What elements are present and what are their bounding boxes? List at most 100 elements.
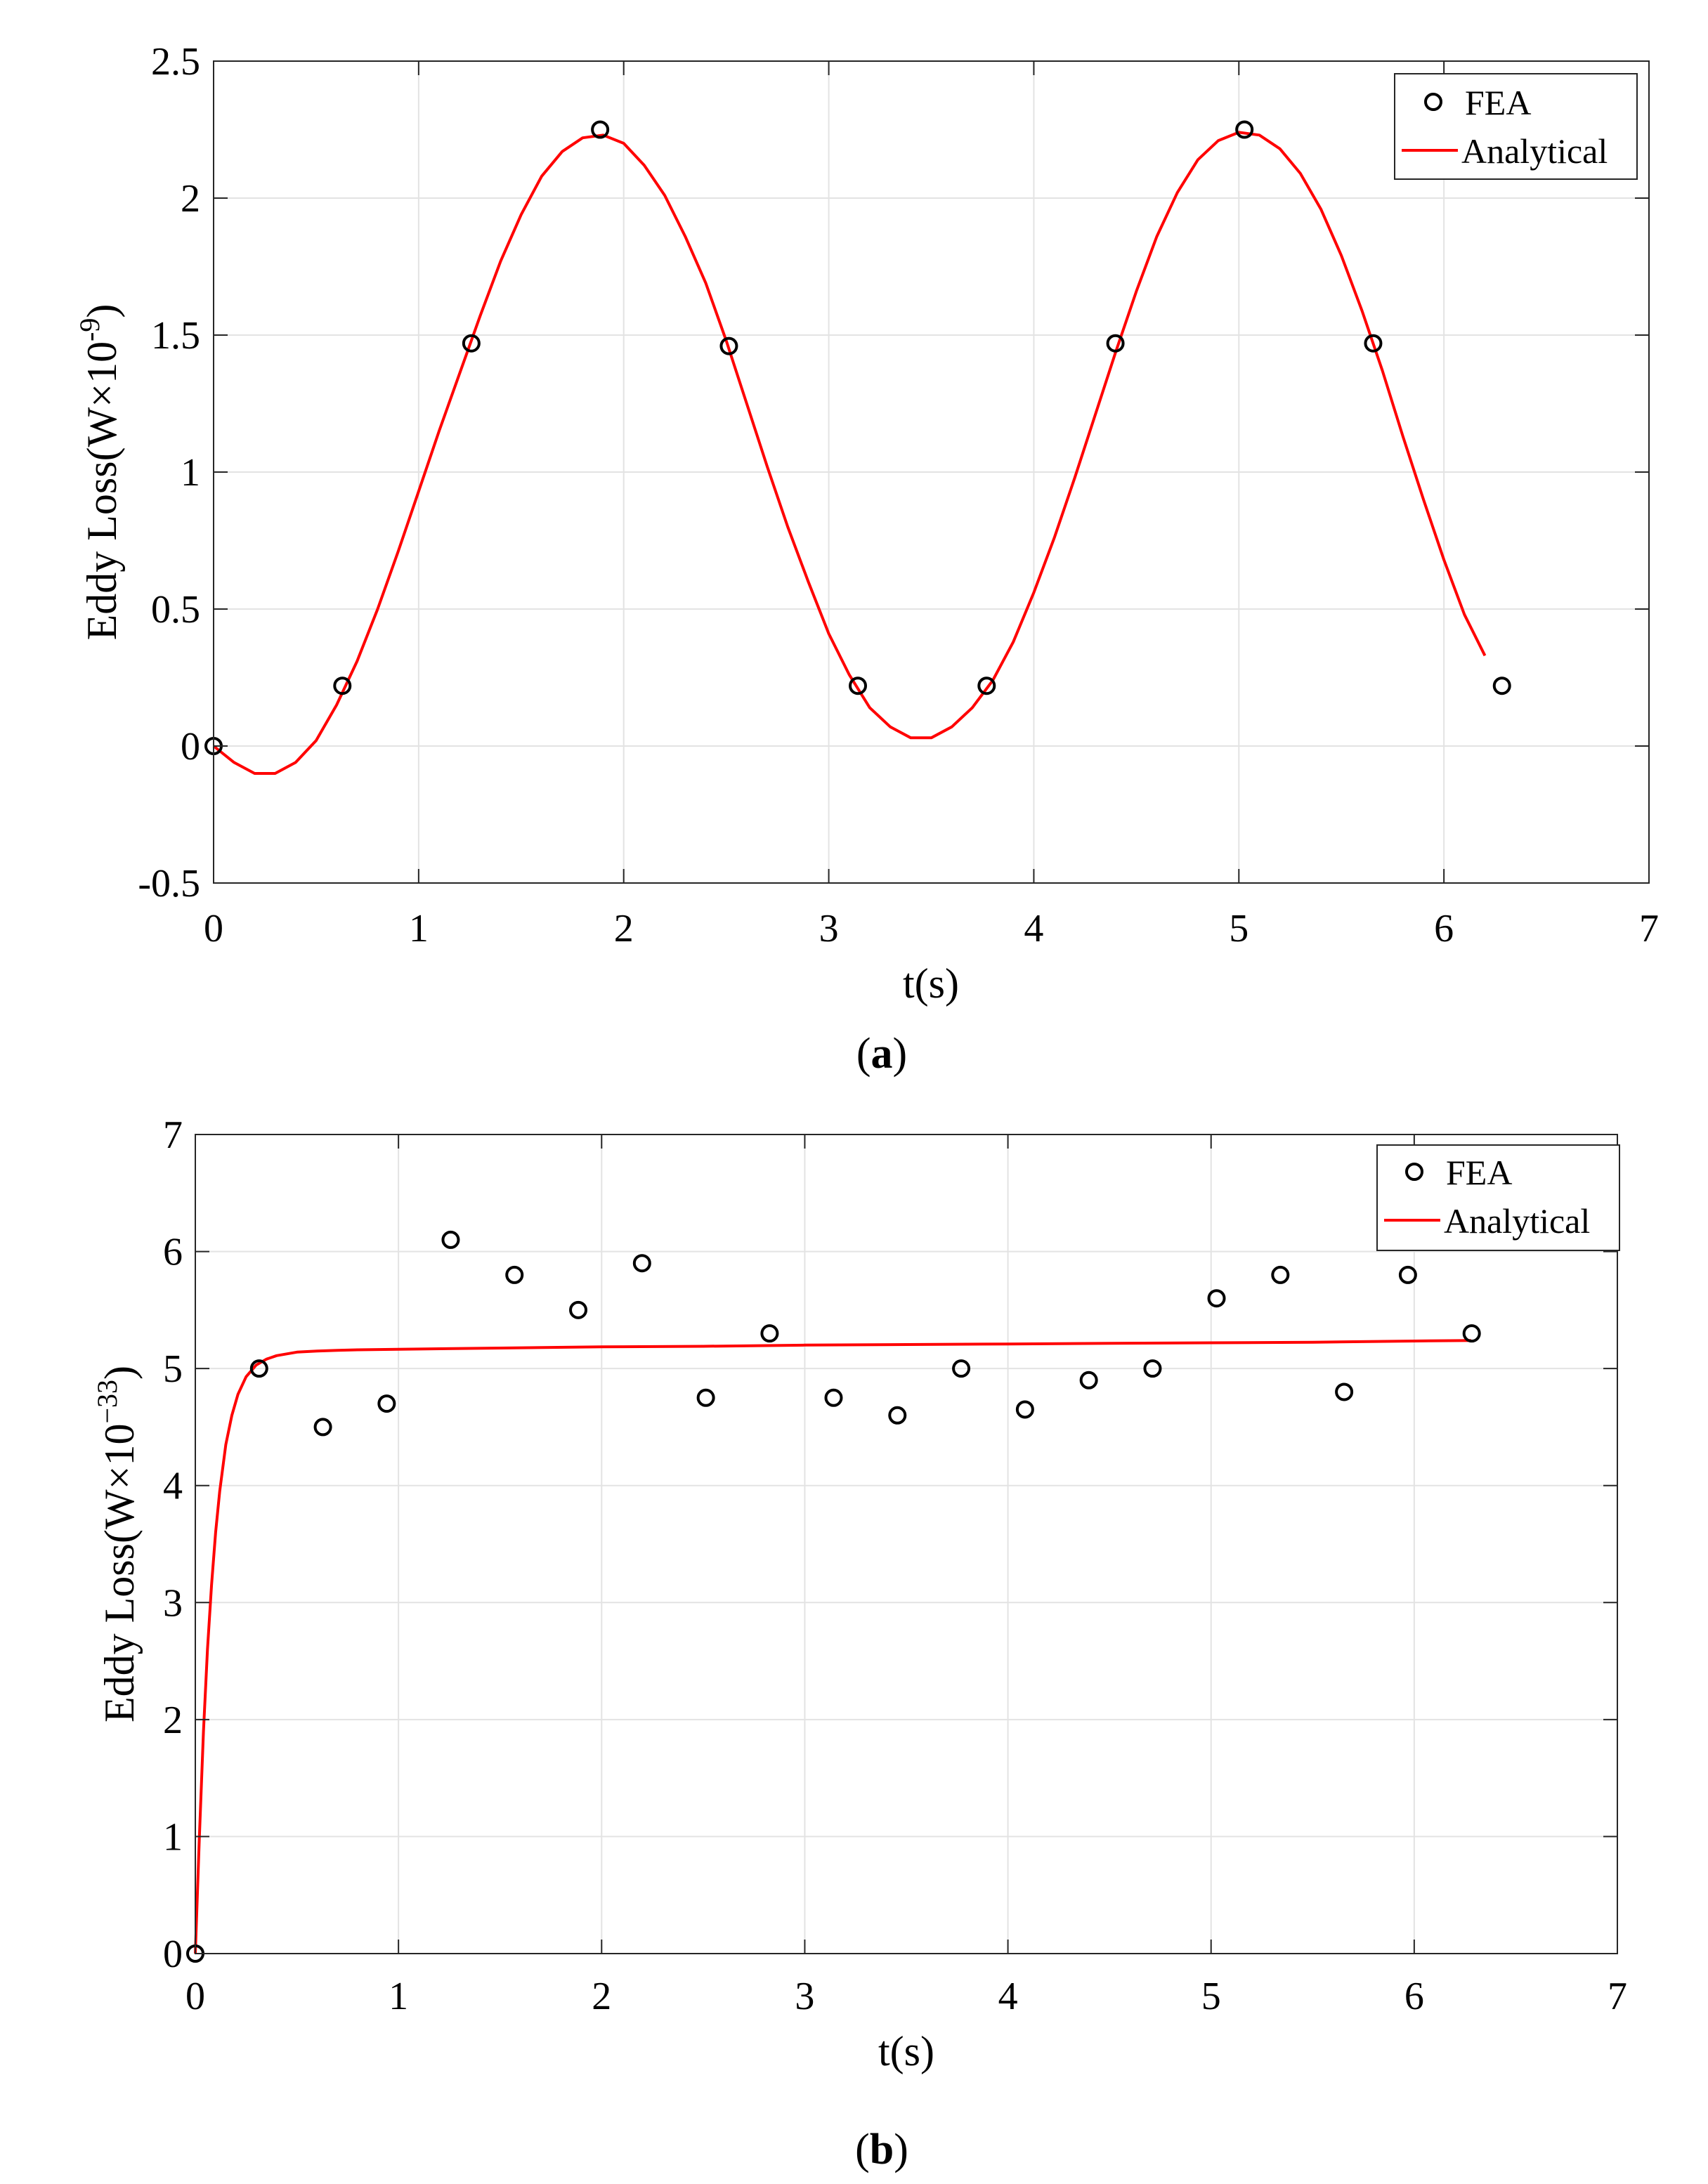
y-tick-label: 0.5 xyxy=(151,588,200,632)
analytical-line xyxy=(212,131,1487,775)
y-tick-labels: -0.5 0 0.5 1 1.5 2 2.5 xyxy=(138,40,200,905)
y-axis-label-exponent: -9 xyxy=(74,318,105,341)
legend-label-analytical: Analytical xyxy=(1461,131,1608,171)
fea-series xyxy=(186,1230,1481,1963)
fea-point xyxy=(377,1394,396,1413)
chart-panel-b: 0 1 2 3 4 5 6 7 0 1 2 3 4 5 6 7 t(s) Eddy Loss(W×10−33… xyxy=(91,1113,1627,2074)
x-tick-labels: 0 1 2 3 4 5 6 7 xyxy=(204,907,1659,950)
x-tick-label: 3 xyxy=(795,1975,814,2018)
x-tick-label: 3 xyxy=(819,907,839,950)
legend-box xyxy=(1394,73,1638,180)
x-tick-labels: 0 1 2 3 4 5 6 7 xyxy=(185,1975,1627,2018)
fea-point xyxy=(760,1324,779,1343)
axis-ticks xyxy=(195,1134,1618,1954)
fea-point xyxy=(888,1406,907,1425)
fea-point xyxy=(696,1388,715,1407)
y-axis-label: Eddy Loss(W×10−33) xyxy=(91,1366,143,1722)
x-tick-label: 7 xyxy=(1608,1975,1627,2018)
fea-point xyxy=(632,1254,651,1273)
panel-label-a: (a) xyxy=(856,1030,907,1078)
x-tick-label: 0 xyxy=(204,907,223,950)
fea-point xyxy=(1015,1400,1034,1419)
fea-point xyxy=(441,1230,460,1249)
x-tick-label: 0 xyxy=(185,1975,205,2018)
analytical-series xyxy=(194,1339,1471,1954)
plot-area-background xyxy=(195,1134,1617,1954)
fea-point xyxy=(462,334,481,353)
y-tick-label: 1 xyxy=(163,1815,183,1859)
legend-marker-fea xyxy=(1424,93,1442,111)
x-tick-label: 2 xyxy=(592,1975,611,2018)
fea-point xyxy=(1364,334,1383,353)
y-tick-label: 4 xyxy=(163,1465,183,1508)
fea-point xyxy=(1235,120,1254,139)
fea-point xyxy=(952,1359,971,1378)
y-axis-label-main: Eddy Loss(W×10 xyxy=(96,1424,143,1722)
chart-panel-a: 0 1 2 3 4 5 6 7 -0.5 0 0.5 1 1.5 2 2.5 t(s) Eddy Loss… xyxy=(74,40,1659,1007)
legend-label-fea: FEA xyxy=(1446,1153,1512,1192)
legend-marker-fea xyxy=(1405,1163,1423,1181)
svg-text:Eddy Loss(W×10−33): Eddy Loss(W×10−33) xyxy=(91,1366,143,1722)
svg-text:Eddy Loss(W×10-9): Eddy Loss(W×10-9) xyxy=(74,304,125,641)
y-tick-label: 1.5 xyxy=(151,314,200,358)
fea-point xyxy=(719,336,738,355)
legend: FEA Analytical xyxy=(1394,73,1638,180)
legend-label-fea: FEA xyxy=(1465,83,1531,122)
panel-label-a-letter: a xyxy=(871,1030,893,1078)
fea-point xyxy=(1079,1371,1098,1389)
x-tick-label: 5 xyxy=(1201,1975,1221,2018)
fea-point xyxy=(1106,334,1125,353)
y-axis-label-main: Eddy Loss(W×10 xyxy=(79,341,125,640)
y-tick-label: 2 xyxy=(181,177,200,221)
y-tick-label: 3 xyxy=(163,1581,183,1625)
fea-point xyxy=(849,676,868,695)
panel-label-b: (b) xyxy=(855,2126,908,2173)
fea-point xyxy=(1462,1324,1481,1343)
y-tick-label: 0 xyxy=(181,725,200,769)
x-tick-label: 4 xyxy=(998,1975,1018,2018)
x-tick-label: 6 xyxy=(1434,907,1454,950)
y-tick-label: 2 xyxy=(163,1699,183,1742)
x-tick-label: 5 xyxy=(1229,907,1249,950)
y-axis-label: Eddy Loss(W×10-9) xyxy=(74,304,125,641)
fea-point xyxy=(591,120,610,139)
y-axis-label-close: ) xyxy=(79,304,125,318)
legend-box xyxy=(1376,1144,1620,1251)
y-tick-label: 6 xyxy=(163,1231,183,1274)
fea-point xyxy=(1398,1265,1417,1284)
fea-point xyxy=(1492,676,1511,695)
axis-ticks xyxy=(213,60,1650,884)
x-axis-label: t(s) xyxy=(878,2028,934,2074)
x-tick-label: 7 xyxy=(1639,907,1659,950)
legend-label-analytical: Analytical xyxy=(1444,1201,1590,1241)
analytical-series xyxy=(212,131,1487,775)
y-tick-label: -0.5 xyxy=(138,862,200,905)
fea-point xyxy=(1143,1359,1162,1378)
x-tick-label: 2 xyxy=(614,907,634,950)
fea-point xyxy=(313,1418,332,1437)
y-axis-label-close: ) xyxy=(96,1366,143,1380)
x-tick-label: 4 xyxy=(1024,907,1043,950)
fea-point xyxy=(1207,1289,1226,1308)
plot-area-frame xyxy=(195,1134,1618,1954)
fea-point xyxy=(824,1388,843,1407)
y-tick-label: 2.5 xyxy=(151,40,200,84)
y-tick-label: 1 xyxy=(181,451,200,495)
analytical-line xyxy=(194,1339,1471,1954)
fea-point xyxy=(333,676,352,695)
y-tick-label: 7 xyxy=(163,1113,183,1157)
fea-point xyxy=(569,1300,588,1319)
x-tick-label: 1 xyxy=(389,1975,408,2018)
fea-point xyxy=(977,676,996,695)
y-tick-labels: 0 1 2 3 4 5 6 7 xyxy=(163,1113,183,1976)
legend: FEA Analytical xyxy=(1376,1144,1620,1251)
fea-point xyxy=(1271,1265,1290,1284)
panel-label-b-letter: b xyxy=(870,2126,894,2173)
y-axis-label-exponent: −33 xyxy=(91,1380,123,1424)
x-tick-label: 6 xyxy=(1404,1975,1424,2018)
y-tick-label: 5 xyxy=(163,1347,183,1391)
x-axis-label: t(s) xyxy=(903,960,959,1007)
fea-point xyxy=(249,1359,268,1378)
y-tick-label: 0 xyxy=(163,1933,183,1976)
